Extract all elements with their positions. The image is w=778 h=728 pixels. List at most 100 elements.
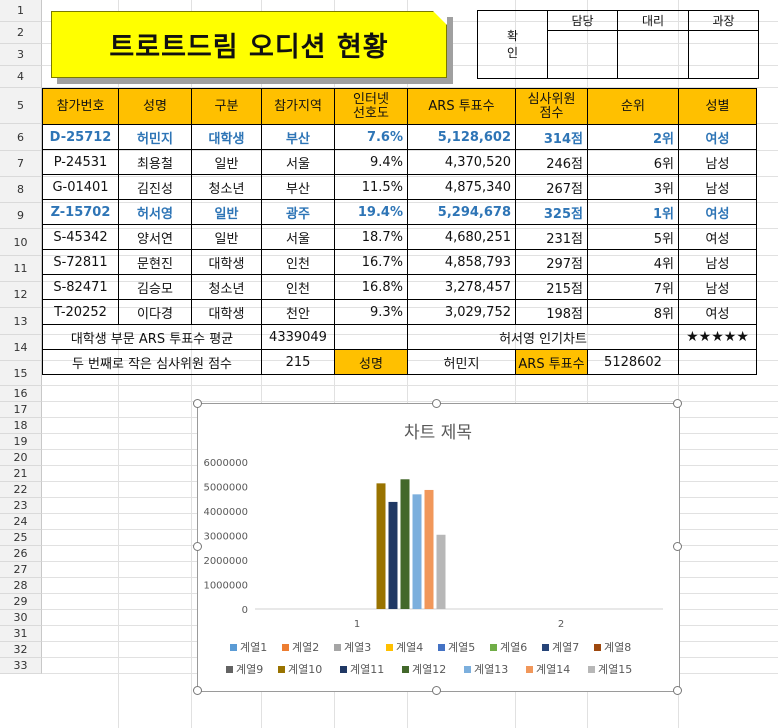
row-header[interactable]: 32 [0, 642, 42, 658]
summary-key-ars[interactable]: ARS 투표수 [515, 349, 588, 375]
table-cell[interactable]: 천안 [261, 299, 335, 325]
summary-empty[interactable] [678, 349, 757, 375]
table-cell[interactable]: 215점 [515, 274, 588, 300]
resize-handle-bl[interactable] [193, 686, 202, 695]
table-cell[interactable]: 여성 [678, 124, 757, 150]
table-cell[interactable]: 8위 [587, 299, 679, 325]
row-header[interactable]: 4 [0, 66, 42, 88]
table-cell[interactable]: 남성 [678, 174, 757, 200]
table-cell[interactable]: 198점 [515, 299, 588, 325]
table-cell[interactable]: 9.3% [334, 299, 408, 325]
table-cell[interactable]: 여성 [678, 199, 757, 225]
table-cell[interactable]: 4위 [587, 249, 679, 275]
column-header[interactable]: 성별 [678, 88, 757, 125]
row-header[interactable]: 12 [0, 282, 42, 308]
table-cell[interactable]: 19.4% [334, 199, 408, 225]
chart-object[interactable]: 차트 제목 0 1000000 2000000 3000000 4000000 500000… [197, 403, 680, 692]
table-cell[interactable]: 3,029,752 [407, 299, 516, 325]
table-cell[interactable]: 5,128,602 [407, 124, 516, 150]
table-cell[interactable]: 325점 [515, 199, 588, 225]
table-cell[interactable]: 부산 [261, 124, 335, 150]
table-cell[interactable]: 최용철 [118, 149, 192, 175]
table-cell[interactable]: 대학생 [191, 299, 262, 325]
table-cell[interactable]: 297점 [515, 249, 588, 275]
resize-handle-tr[interactable] [673, 399, 682, 408]
summary-label-avg[interactable]: 대학생 부문 ARS 투표수 평균 [42, 324, 262, 350]
table-cell[interactable]: 7.6% [334, 124, 408, 150]
table-cell[interactable]: 5,294,678 [407, 199, 516, 225]
column-header[interactable]: 순위 [587, 88, 679, 125]
row-header[interactable]: 22 [0, 482, 42, 498]
table-cell[interactable]: 김승모 [118, 274, 192, 300]
table-cell[interactable]: 김진성 [118, 174, 192, 200]
table-cell[interactable]: 남성 [678, 249, 757, 275]
table-cell[interactable]: S-45342 [42, 224, 119, 250]
row-header[interactable]: 10 [0, 229, 42, 256]
table-cell[interactable]: 남성 [678, 149, 757, 175]
row-header[interactable]: 24 [0, 514, 42, 530]
table-cell[interactable]: 일반 [191, 199, 262, 225]
resize-handle-tl[interactable] [193, 399, 202, 408]
table-cell[interactable]: 2위 [587, 124, 679, 150]
table-cell[interactable]: 일반 [191, 149, 262, 175]
table-cell[interactable]: 4,858,793 [407, 249, 516, 275]
approval-cell[interactable] [617, 30, 689, 79]
row-header[interactable]: 23 [0, 498, 42, 514]
row-header[interactable]: 3 [0, 44, 42, 66]
table-cell[interactable]: 여성 [678, 224, 757, 250]
summary-val-ars[interactable]: 5128602 [587, 349, 679, 375]
title-banner[interactable]: 트로트드림 오디션 현황 [51, 11, 447, 78]
resize-handle-r[interactable] [673, 542, 682, 551]
row-header[interactable]: 20 [0, 450, 42, 466]
table-cell[interactable]: 16.8% [334, 274, 408, 300]
column-header[interactable]: 참가지역 [261, 88, 335, 125]
table-cell[interactable]: 4,370,520 [407, 149, 516, 175]
resize-handle-l[interactable] [193, 542, 202, 551]
table-cell[interactable]: 231점 [515, 224, 588, 250]
table-cell[interactable]: G-01401 [42, 174, 119, 200]
row-header[interactable]: 26 [0, 546, 42, 562]
table-cell[interactable]: 18.7% [334, 224, 408, 250]
summary-label-score[interactable]: 두 번째로 작은 심사위원 점수 [42, 349, 262, 375]
summary-value-avg[interactable]: 4339049 [261, 324, 335, 350]
approval-cell[interactable] [547, 30, 618, 79]
table-cell[interactable]: 9.4% [334, 149, 408, 175]
row-header[interactable]: 8 [0, 177, 42, 203]
column-header[interactable]: 인터넷 선호도 [334, 88, 408, 125]
approval-cell[interactable] [688, 30, 759, 79]
table-cell[interactable]: 이다경 [118, 299, 192, 325]
resize-handle-br[interactable] [673, 686, 682, 695]
summary-value-score[interactable]: 215 [261, 349, 335, 375]
table-cell[interactable]: 대학생 [191, 249, 262, 275]
summary-key-name[interactable]: 성명 [334, 349, 408, 375]
table-cell[interactable]: 16.7% [334, 249, 408, 275]
table-cell[interactable]: 인천 [261, 249, 335, 275]
row-header[interactable]: 21 [0, 466, 42, 482]
table-cell[interactable]: 문현진 [118, 249, 192, 275]
table-cell[interactable]: 11.5% [334, 174, 408, 200]
summary-chart-label[interactable]: 허서영 인기차트 [407, 324, 679, 350]
table-cell[interactable]: 246점 [515, 149, 588, 175]
row-header[interactable]: 31 [0, 626, 42, 642]
row-header[interactable]: 17 [0, 402, 42, 418]
table-cell[interactable]: 4,875,340 [407, 174, 516, 200]
row-header[interactable]: 6 [0, 124, 42, 151]
column-header[interactable]: 성명 [118, 88, 192, 125]
summary-stars[interactable]: ★★★★★ [678, 324, 757, 350]
table-cell[interactable]: D-25712 [42, 124, 119, 150]
column-header[interactable]: 참가번호 [42, 88, 119, 125]
table-cell[interactable]: 허민지 [118, 124, 192, 150]
table-cell[interactable]: 5위 [587, 224, 679, 250]
row-header[interactable]: 14 [0, 335, 42, 361]
table-cell[interactable]: 청소년 [191, 274, 262, 300]
table-cell[interactable]: 267점 [515, 174, 588, 200]
table-cell[interactable]: T-20252 [42, 299, 119, 325]
table-cell[interactable]: 청소년 [191, 174, 262, 200]
table-cell[interactable]: 4,680,251 [407, 224, 516, 250]
row-header[interactable]: 16 [0, 386, 42, 402]
table-cell[interactable]: 서울 [261, 149, 335, 175]
row-header[interactable]: 2 [0, 22, 42, 44]
row-header[interactable]: 33 [0, 658, 42, 674]
row-header[interactable]: 18 [0, 418, 42, 434]
table-cell[interactable]: 7위 [587, 274, 679, 300]
